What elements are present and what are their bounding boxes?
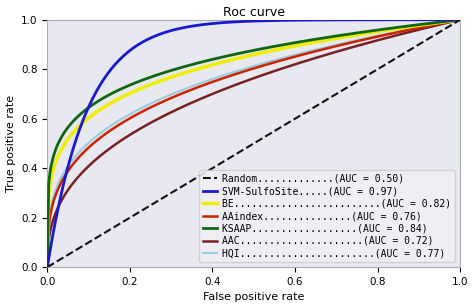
X-axis label: False positive rate: False positive rate xyxy=(203,292,304,302)
Title: Roc curve: Roc curve xyxy=(223,6,285,18)
Legend: Random.............(AUC = 0.50), SVM-SulfoSite.....(AUC = 0.97), BE.............: Random.............(AUC = 0.50), SVM-Sul… xyxy=(199,170,456,262)
Y-axis label: True positive rate: True positive rate xyxy=(6,95,16,192)
